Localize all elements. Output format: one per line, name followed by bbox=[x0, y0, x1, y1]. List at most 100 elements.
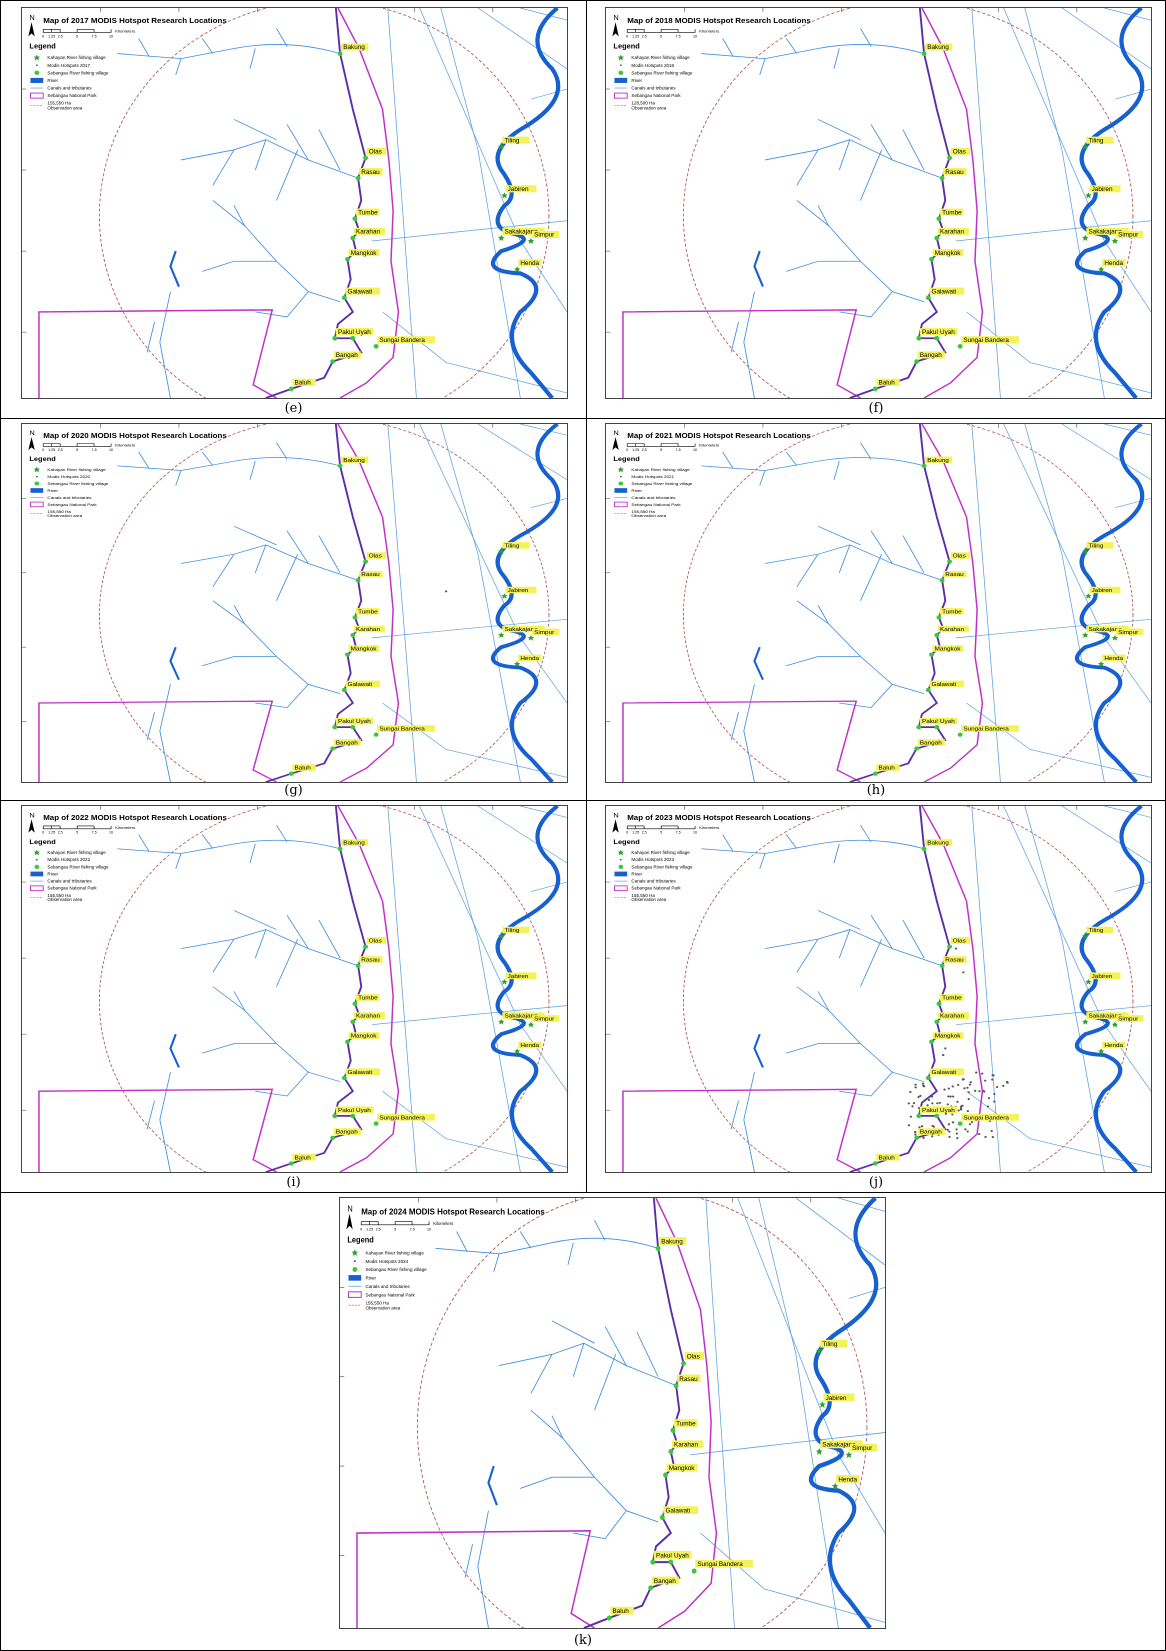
legend-item: Observation area bbox=[631, 513, 666, 518]
village-label: Sungai Bandera bbox=[963, 727, 1009, 733]
legend-symbol bbox=[618, 55, 624, 61]
legend-symbol bbox=[620, 476, 622, 478]
sebangau-village-marker bbox=[926, 1076, 931, 1080]
canal bbox=[531, 498, 567, 507]
river-small bbox=[170, 251, 178, 286]
sebangau-village-marker bbox=[363, 945, 368, 949]
village-label: Tiling bbox=[504, 928, 519, 934]
hotspot bbox=[967, 1130, 969, 1132]
village-label: Tumbe bbox=[942, 996, 962, 1002]
village-label: Rasau bbox=[945, 572, 963, 578]
hotspot bbox=[962, 1079, 964, 1081]
sebangau-village-marker bbox=[338, 847, 343, 851]
park-boundary bbox=[623, 701, 861, 782]
village-label: Rasau bbox=[361, 169, 380, 176]
village-label: Baluh bbox=[295, 380, 312, 387]
scale-bar bbox=[627, 444, 695, 447]
sebangau-village-marker bbox=[374, 1121, 379, 1125]
village-label: Uyah bbox=[356, 329, 371, 336]
legend-item: Kahayan River fishing village bbox=[47, 850, 106, 855]
village-label: Tiling bbox=[504, 138, 520, 145]
village-label: Sungai Bandera bbox=[379, 337, 425, 344]
scale-label: 10 bbox=[109, 34, 113, 38]
hotspot bbox=[962, 971, 964, 973]
hotspot bbox=[952, 1096, 954, 1098]
hotspot bbox=[928, 1099, 930, 1101]
canal bbox=[796, 1198, 885, 1265]
canal bbox=[1104, 8, 1151, 20]
legend-symbol bbox=[618, 850, 624, 856]
tributary bbox=[202, 987, 340, 1096]
village-label: Galawati bbox=[932, 288, 957, 295]
kahayan-village-marker bbox=[501, 192, 507, 198]
scale-label: 5 bbox=[76, 448, 78, 452]
sebangau-village-marker bbox=[650, 1560, 655, 1565]
sebangau-village-marker bbox=[674, 1383, 679, 1388]
village-label: Olas bbox=[953, 554, 966, 560]
legend-item: Observation area bbox=[631, 897, 666, 902]
village-label: Rasau bbox=[945, 169, 964, 176]
legend-item: Canals and tributaries bbox=[631, 879, 675, 884]
hotspot bbox=[914, 1134, 916, 1136]
hotspot bbox=[942, 1054, 944, 1056]
hotspot bbox=[996, 1086, 998, 1088]
north-arrow bbox=[28, 437, 34, 450]
legend-item: Sebangau River fishing village bbox=[365, 1267, 427, 1272]
tributary bbox=[731, 684, 754, 782]
legend-symbol bbox=[614, 502, 627, 507]
scale-label: 7.5 bbox=[410, 1227, 415, 1231]
scale-unit: Kilometers bbox=[699, 28, 719, 33]
hotspot bbox=[968, 1091, 970, 1093]
kahayan-village-marker bbox=[1112, 238, 1118, 244]
village-label: Mangkok bbox=[669, 1465, 695, 1472]
scale-label: 10 bbox=[109, 448, 113, 452]
scale-label: 10 bbox=[693, 34, 697, 38]
scale-bar bbox=[627, 826, 695, 829]
scale-label: 7.5 bbox=[676, 34, 681, 38]
sebangau-village-marker bbox=[350, 725, 355, 729]
village-label: Bangah bbox=[654, 1578, 676, 1585]
legend-item: River bbox=[47, 872, 58, 877]
sebangau-village-marker bbox=[940, 176, 945, 181]
village-label: Jabiren bbox=[508, 588, 529, 594]
hotspot bbox=[967, 1110, 969, 1112]
village-label: Uyah bbox=[940, 329, 955, 336]
tributary bbox=[147, 292, 170, 398]
sebangau-village-marker bbox=[660, 1515, 665, 1520]
sebangau-village-marker bbox=[670, 1428, 675, 1433]
scale-bar bbox=[361, 1221, 429, 1224]
scale-bar bbox=[43, 826, 111, 829]
scale-label: 10 bbox=[693, 448, 697, 452]
caption: (k) bbox=[1, 1633, 1165, 1648]
sebangau-village-marker bbox=[958, 732, 963, 736]
observation-area bbox=[683, 7, 1133, 399]
legend-heading: Legend bbox=[29, 457, 55, 464]
scale-label: 7.5 bbox=[92, 448, 97, 452]
sebangau-village-marker bbox=[681, 1361, 686, 1366]
map-title: Map of 2023 MODIS Hotspot Research Locat… bbox=[627, 814, 811, 822]
caption: (i) bbox=[1, 1175, 586, 1190]
scale-label: 2.5 bbox=[642, 448, 647, 452]
sebangau-village-marker bbox=[350, 336, 355, 341]
legend-item: Sebangau National Park bbox=[47, 93, 97, 98]
village-label: Simpur bbox=[852, 1445, 873, 1452]
hotspot bbox=[908, 1102, 910, 1104]
park-boundary bbox=[623, 1089, 861, 1172]
legend-item: River bbox=[47, 78, 58, 83]
legend-item: Sebangau National Park bbox=[631, 886, 681, 891]
sebangau-village-marker bbox=[374, 732, 379, 736]
legend-symbol bbox=[36, 476, 38, 478]
village-label: Galawati bbox=[932, 682, 957, 688]
scale-label: 1.25 bbox=[48, 448, 55, 452]
caption: (h) bbox=[587, 783, 1165, 798]
village-label: Karahan bbox=[356, 229, 381, 236]
hotspot bbox=[922, 1137, 924, 1139]
hotspot bbox=[958, 1109, 960, 1111]
legend-symbol bbox=[35, 71, 40, 75]
hotspot bbox=[931, 1096, 933, 1098]
village-label: Henda bbox=[520, 260, 539, 267]
village-label: Simpur bbox=[1118, 630, 1138, 636]
tributary bbox=[731, 292, 754, 398]
river-small bbox=[170, 1034, 178, 1067]
tributary bbox=[181, 119, 358, 200]
